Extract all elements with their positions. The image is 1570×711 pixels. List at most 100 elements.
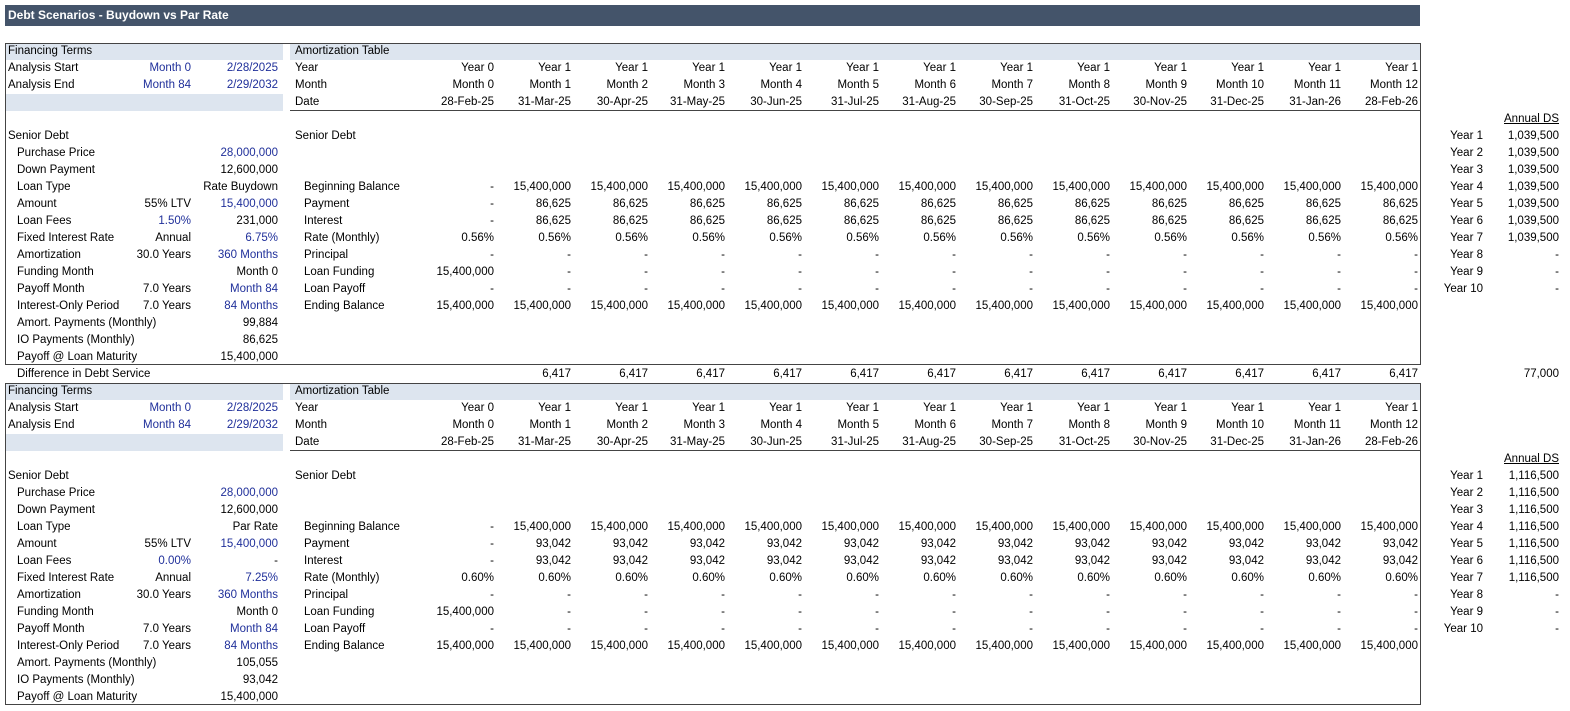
amort-row-label: Principal [304,589,349,601]
terms-value: 12,600,000 [220,164,278,176]
amort-cell: - [1183,589,1187,601]
amort-cell: 86,625 [843,198,879,210]
amort-cell: 93,042 [1151,538,1187,550]
amort-row-label: Interest [304,215,343,227]
amort-cell: 0.56% [615,232,648,244]
difference-cell: 6,417 [1158,368,1187,380]
amort-cell: - [644,266,648,278]
amort-header-label: Date [295,96,320,108]
amort-cell: - [1337,623,1341,635]
amort-cell: 86,625 [997,215,1033,227]
amort-header-cell: 31-Jan-26 [1289,96,1341,108]
amort-header-cell: Year 1 [1154,402,1187,414]
amort-cell: 15,400,000 [975,640,1033,652]
amort-cell: 15,400,000 [744,181,802,193]
scenario-frame [5,43,1421,365]
amort-cell: 93,042 [1305,555,1341,567]
amort-cell: - [490,589,494,601]
terms-value: Month 0 [236,606,278,618]
annual-year: Year 6 [1450,215,1483,227]
amort-cell: - [490,198,494,210]
terms-label: Down Payment [17,164,95,176]
amort-cell: - [875,606,879,618]
annual-year: Year 4 [1450,521,1483,533]
amort-header-cell: Year 1 [1154,62,1187,74]
amort-cell: 0.60% [846,572,879,584]
terms-value: 28,000,000 [220,147,278,159]
amort-cell: 93,042 [843,555,879,567]
terms-label: Analysis Start [8,402,79,414]
amort-cell: 15,400,000 [1129,640,1187,652]
amort-header-label: Year [295,402,319,414]
annual-value: 1,039,500 [1507,147,1559,159]
amort-cell: - [875,249,879,261]
terms-value: 15,400,000 [220,691,278,703]
amort-cell: - [490,538,494,550]
amort-cell: 15,400,000 [667,181,725,193]
amort-header-cell: Year 1 [1385,402,1418,414]
amort-cell: - [1106,589,1110,601]
amort-cell: 15,400,000 [513,300,571,312]
annual-value: 1,116,500 [1508,572,1559,584]
difference-cell: 6,417 [850,368,879,380]
amort-header-cell: 31-Oct-25 [1058,96,1110,108]
amort-cell: - [567,606,571,618]
annual-year: Year 2 [1450,147,1483,159]
annual-year: Year 7 [1450,572,1483,584]
amort-header-cell: Year 0 [461,402,494,414]
amort-cell: 15,400,000 [1283,300,1341,312]
amort-row-label: Ending Balance [304,300,385,312]
terms-blank-fill [6,94,283,111]
amort-header-cell: Month 8 [1068,419,1110,431]
terms-label: Down Payment [17,504,95,516]
amort-cell: 0.60% [1154,572,1187,584]
annual-year: Year 5 [1450,198,1483,210]
terms-label: Analysis End [8,79,75,91]
amort-cell: - [1029,249,1033,261]
annual-value: 1,039,500 [1507,232,1559,244]
amort-cell: 0.60% [1308,572,1341,584]
amort-cell: - [721,283,725,295]
terms-label: Analysis End [8,419,75,431]
amort-cell: - [1414,283,1418,295]
amort-cell: - [1183,266,1187,278]
amort-cell: 15,400,000 [1206,300,1264,312]
amort-cell: - [1260,266,1264,278]
amort-cell: - [644,283,648,295]
amort-cell: 0.56% [1077,232,1110,244]
amort-cell: 15,400,000 [1052,640,1110,652]
amort-header-cell: Month 2 [606,79,648,91]
terms-value: Month 84 [230,623,278,635]
amort-cell: 15,400,000 [513,181,571,193]
terms-value: 99,884 [242,317,278,329]
terms-note: Month 84 [143,419,191,431]
terms-note: Annual [155,232,191,244]
amort-header-cell: Year 0 [461,62,494,74]
amort-cell: - [567,283,571,295]
amort-row-label: Payment [304,538,350,550]
amort-cell: 86,625 [1382,198,1418,210]
amort-row-label: Loan Payoff [304,283,366,295]
amort-cell: - [1414,589,1418,601]
amort-header-cell: 31-Jul-25 [831,96,879,108]
amort-cell: 15,400,000 [1283,640,1341,652]
amort-row-label: Ending Balance [304,640,385,652]
terms-title: Financing Terms [8,45,93,57]
amort-header-cell: Year 1 [1385,62,1418,74]
terms-label: Fixed Interest Rate [17,232,115,244]
amort-cell: 15,400,000 [667,521,725,533]
terms-note: 55% LTV [144,198,191,210]
terms-value: 105,055 [236,657,278,669]
amort-cell: 86,625 [689,198,725,210]
amort-header-cell: Month 10 [1216,79,1264,91]
amort-header-cell: Year 1 [692,62,725,74]
difference-cell: 6,417 [1004,368,1033,380]
amort-cell: 86,625 [612,198,648,210]
amort-cell: 15,400,000 [513,640,571,652]
amort-cell: - [490,283,494,295]
amort-cell: - [721,589,725,601]
difference-cell: 6,417 [927,368,956,380]
terms-label: Amort. Payments (Monthly) [17,317,157,329]
amort-cell: 0.56% [1154,232,1187,244]
